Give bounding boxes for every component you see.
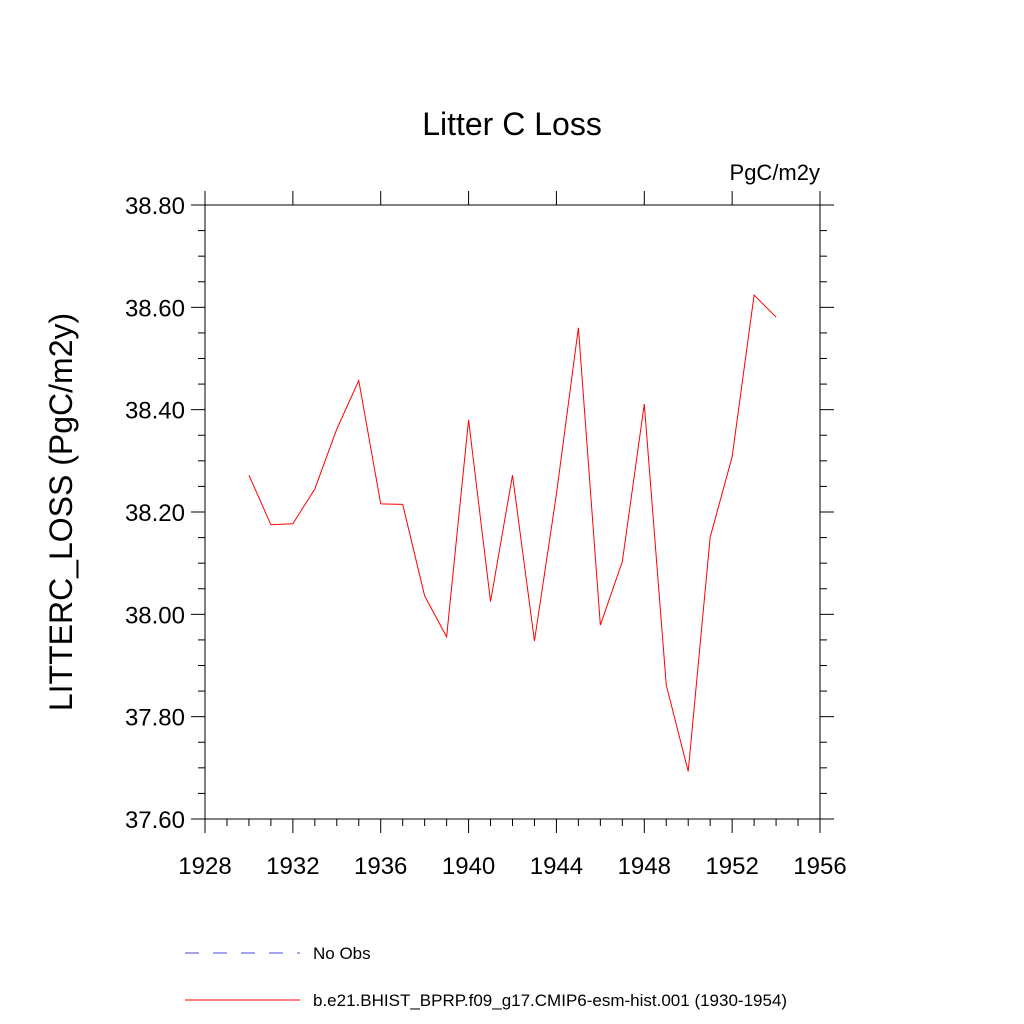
y-axis-label: LITTERC_LOSS (PgC/m2y) <box>43 313 79 711</box>
units-label: PgC/m2y <box>730 160 820 185</box>
x-tick-label: 1948 <box>618 853 671 880</box>
series-line <box>248 293 777 772</box>
x-tick-label: 1940 <box>442 853 495 880</box>
legend: No Obs b.e21.BHIST_BPRP.f09_g17.CMIP6-es… <box>185 944 787 1010</box>
axis-ticks <box>191 191 834 833</box>
y-tick-label: 38.00 <box>125 602 185 629</box>
y-tick-label: 37.80 <box>125 705 185 732</box>
y-tick-label: 38.20 <box>125 500 185 527</box>
y-tick-label: 37.60 <box>125 807 185 834</box>
y-tick-label: 38.80 <box>125 193 185 220</box>
legend-label-no-obs: No Obs <box>313 944 371 963</box>
series-layer <box>248 293 777 772</box>
x-tick-label: 1932 <box>266 853 319 880</box>
plot-frame <box>204 204 821 820</box>
chart-title: Litter C Loss <box>422 106 602 142</box>
y-tick-label: 38.60 <box>125 295 185 322</box>
x-tick-label: 1944 <box>530 853 583 880</box>
legend-label-model: b.e21.BHIST_BPRP.f09_g17.CMIP6-esm-hist.… <box>313 991 787 1010</box>
x-tick-label: 1928 <box>178 853 231 880</box>
y-tick-label: 38.40 <box>125 398 185 425</box>
x-tick-label: 1936 <box>354 853 407 880</box>
x-tick-label: 1956 <box>793 853 846 880</box>
x-tick-label: 1952 <box>705 853 758 880</box>
axis-tick-labels: 1928 1932 1936 1940 1944 1948 1952 1956 37.60 37.… <box>125 193 847 880</box>
